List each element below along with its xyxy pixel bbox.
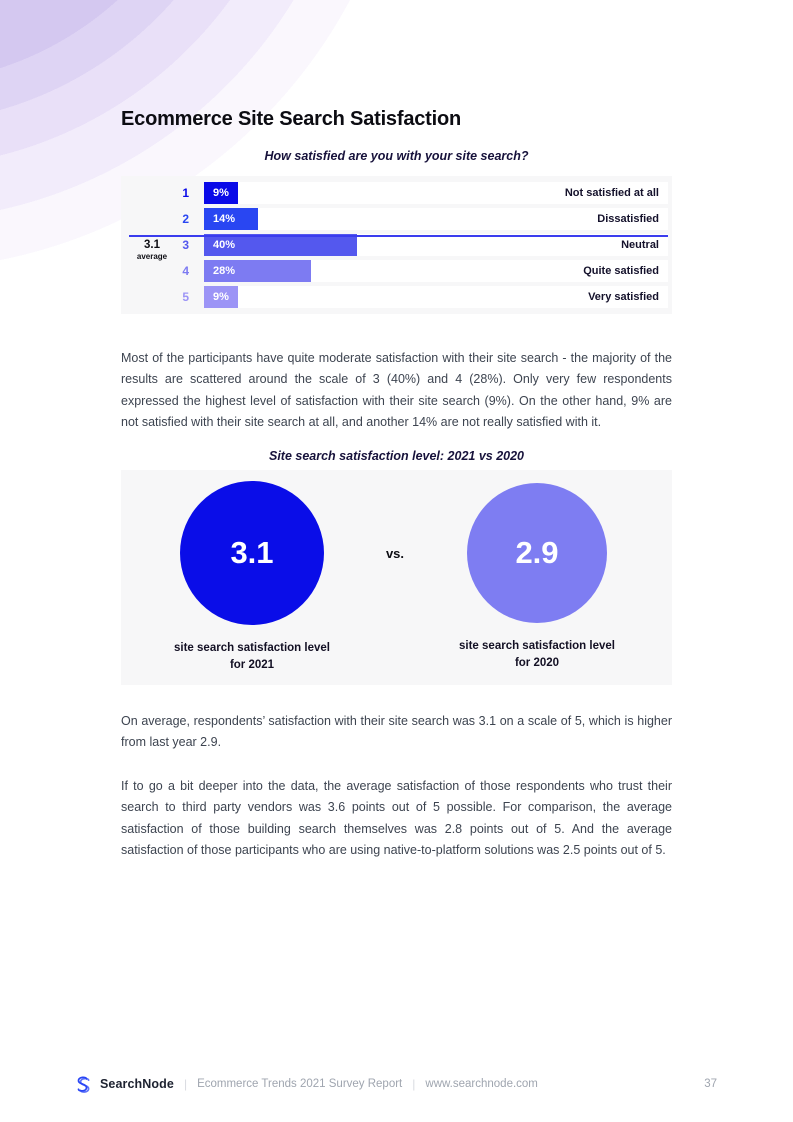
page-footer: SearchNode | Ecommerce Trends 2021 Surve…	[75, 1074, 717, 1094]
footer-separator-2: |	[412, 1077, 416, 1091]
bar-category-label: Dissatisfied	[597, 213, 659, 225]
bar-value-label: 28%	[213, 265, 236, 277]
bar: 40%	[204, 234, 358, 256]
paragraph-average-comparison: On average, respondents’ satisfaction wi…	[121, 714, 672, 750]
value-2020: 2.9	[515, 535, 559, 570]
average-word: average	[136, 251, 168, 261]
scale-number: 2	[182, 212, 189, 226]
bar-track: 9% Not satisfied at all	[204, 182, 668, 204]
paragraph-satisfaction-summary: Most of the participants have quite mode…	[121, 351, 672, 429]
scale-number: 1	[182, 186, 189, 200]
bar-category-label: Not satisfied at all	[564, 187, 659, 199]
bar-category-label: Very satisfied	[588, 291, 659, 303]
comparison-panel: 3.1 site search satisfaction level for 2…	[121, 470, 672, 685]
bar-chart-row: 1 9% Not satisfied at all	[121, 182, 668, 204]
average-value: 3.1	[144, 239, 160, 251]
bar: 9%	[204, 182, 239, 204]
footer-separator-1: |	[183, 1077, 188, 1091]
bar-value-label: 9%	[213, 291, 229, 303]
scale-number: 5	[182, 290, 189, 304]
scale-number: 4	[182, 264, 189, 278]
bar-track: 9% Very satisfied	[204, 286, 668, 308]
page-title: Ecommerce Site Search Satisfaction	[121, 108, 462, 130]
footer-report-title: Ecommerce Trends 2021 Survey Report	[197, 1078, 403, 1090]
bar-track: 28% Quite satisfied	[204, 260, 668, 282]
footer-page-number: 37	[704, 1078, 717, 1090]
bar-value-label: 40%	[213, 239, 236, 251]
bar-chart-row: 3 40% Neutral	[121, 234, 668, 256]
bar: 9%	[204, 286, 239, 308]
bar-value-label: 9%	[213, 187, 229, 199]
vs-label: vs.	[385, 546, 405, 561]
label-2020: site search satisfaction level for 2020	[459, 640, 615, 669]
footer-url: www.searchnode.com	[425, 1078, 538, 1090]
comparison-2021-column: 3.1 site search satisfaction level for 2…	[137, 481, 367, 673]
scale-number: 3	[182, 238, 189, 252]
comparison-chart-title: Site search satisfaction level: 2021 vs …	[268, 449, 525, 463]
average-label: 3.1 average	[123, 239, 181, 261]
average-line	[129, 235, 668, 237]
circle-2020: 2.9	[467, 483, 607, 623]
comparison-2020-column: 2.9 site search satisfaction level for 2…	[422, 483, 652, 671]
searchnode-logo-icon	[75, 1075, 90, 1094]
bar-track: 14% Dissatisfied	[204, 208, 668, 230]
bar-chart-panel: 1 9% Not satisfied at all 2 14% Dissatis…	[121, 176, 672, 314]
bar-rows: 1 9% Not satisfied at all 2 14% Dissatis…	[121, 182, 672, 308]
bar-chart-row: 5 9% Very satisfied	[121, 286, 668, 308]
bar-category-label: Neutral	[621, 239, 659, 251]
footer-brand: SearchNode	[100, 1077, 174, 1091]
bar-track: 40% Neutral	[204, 234, 668, 256]
bar: 14%	[204, 208, 258, 230]
bar-chart-title: How satisfied are you with your site sea…	[264, 149, 529, 163]
circle-2021: 3.1	[180, 481, 324, 625]
value-2021: 3.1	[230, 535, 274, 570]
bar-chart-row: 4 28% Quite satisfied	[121, 260, 668, 282]
bar: 28%	[204, 260, 312, 282]
bar-value-label: 14%	[213, 213, 236, 225]
label-2021: site search satisfaction level for 2021	[174, 642, 330, 671]
bar-category-label: Quite satisfied	[583, 265, 659, 277]
bar-chart-row: 2 14% Dissatisfied	[121, 208, 668, 230]
paragraph-vendor-breakdown: If to go a bit deeper into the data, the…	[121, 779, 672, 857]
